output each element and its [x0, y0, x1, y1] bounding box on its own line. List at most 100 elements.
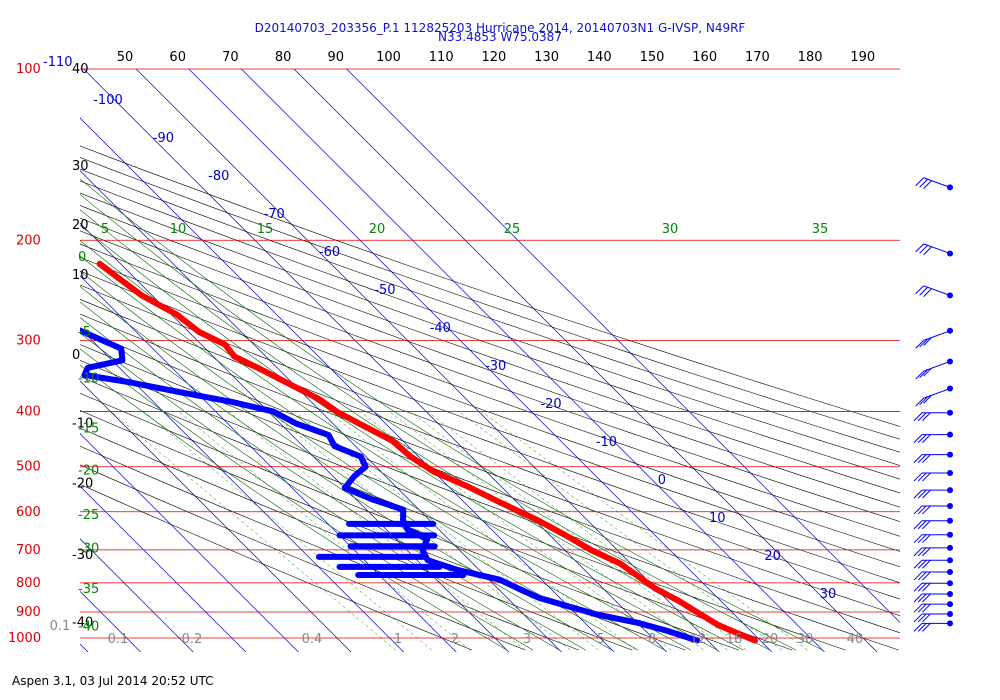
- height-label: -20: [72, 476, 93, 491]
- isotherm-line: [346, 69, 900, 623]
- isotherm-label: -100: [93, 93, 123, 108]
- wind-barb: [913, 613, 950, 623]
- dry-adiabat-line: [80, 205, 900, 494]
- isotherm-line: [293, 69, 878, 652]
- top-label: 170: [745, 50, 770, 65]
- top-label: 130: [534, 50, 559, 65]
- mixing-ratio-line: [178, 411, 471, 651]
- mixing-ratio-label: 3: [523, 632, 531, 647]
- dry-adiabat-line: [80, 360, 846, 651]
- dry-adiabat-line: [80, 410, 686, 651]
- wind-barb: [913, 571, 950, 581]
- top-label: 160: [692, 50, 717, 65]
- dry-adiabat-line: [80, 180, 900, 466]
- dry-adiabat-line: [80, 427, 633, 651]
- isotherm-line: [80, 275, 457, 652]
- wind-barb: [913, 622, 950, 632]
- wind-barb: [913, 489, 950, 499]
- height-label: 0: [72, 348, 80, 363]
- mixing-ratio-label: 20: [762, 632, 779, 647]
- dewpoint-profile: [80, 327, 701, 644]
- mixing-ratio-label: 30: [797, 632, 814, 647]
- wind-barbs: [913, 177, 953, 632]
- moist-label: 10: [170, 222, 187, 237]
- mixing-ratio-label: 40: [847, 632, 864, 647]
- wind-barb: [915, 285, 951, 298]
- isotherm-label: -80: [208, 169, 229, 184]
- isobars: [80, 68, 900, 639]
- dry-adiabat-line: [80, 313, 900, 617]
- theta-label: -10: [78, 372, 99, 387]
- theta-label: -5: [78, 325, 91, 340]
- mixing-ratio-label: 5: [597, 632, 605, 647]
- top-label: 70: [222, 50, 239, 65]
- theta-label: -40: [78, 620, 99, 635]
- wind-barb: [915, 388, 951, 407]
- dry-adiabat-line: [80, 168, 900, 453]
- pressure-label: 200: [16, 233, 41, 248]
- wind-barb: [913, 534, 950, 544]
- moist-label: 30: [662, 222, 679, 237]
- top-label: 80: [275, 50, 292, 65]
- dry-adiabat-line: [80, 328, 900, 634]
- theta-label: -20: [78, 464, 99, 479]
- dry-adiabat-line: [80, 217, 900, 508]
- chart-title-line2: N33.4853 W75.0387: [438, 30, 562, 44]
- mixing-ratio-line: [410, 411, 728, 651]
- mixing-ratio-top-label: 0.1: [50, 619, 71, 634]
- dry-adiabat-line: [80, 483, 473, 651]
- mixing-ratio-line: [294, 411, 599, 651]
- theta-label: -35: [78, 582, 99, 597]
- isotherm-label: -30: [485, 359, 506, 374]
- wind-barb: [913, 603, 950, 613]
- mixing-ratio-line: [427, 411, 747, 651]
- height-label: 10: [72, 268, 89, 283]
- height-label: -40: [72, 616, 93, 631]
- moist-label: 20: [369, 222, 386, 237]
- footer-version: Aspen 3.1, 03 Jul 2014 20:52 UTC: [12, 674, 214, 688]
- dry-adiabat-line: [80, 299, 900, 600]
- top-label: 50: [117, 50, 134, 65]
- mixing-ratio-line: [269, 411, 571, 651]
- height-label: 40: [72, 62, 89, 77]
- isotherm-label: 0: [658, 473, 666, 488]
- pressure-label: 1000: [8, 631, 41, 646]
- top-label: 100: [376, 50, 401, 65]
- temperature-profile: [96, 260, 758, 644]
- pressure-label: 900: [16, 605, 41, 620]
- wind-barb: [913, 559, 950, 569]
- mixing-ratio-line: [458, 411, 782, 651]
- mixing-ratio-line: [389, 411, 704, 651]
- isotherm-line: [0, 0, 45, 662]
- dry-adiabat-line: [80, 145, 900, 427]
- dry-adiabat-line: [80, 464, 526, 651]
- height-label: 20: [72, 218, 89, 233]
- height-label: -30: [72, 548, 93, 563]
- mixing-ratio-line: [143, 411, 432, 651]
- isotherm-line: [80, 380, 352, 652]
- top-label: 90: [328, 50, 345, 65]
- mixing-ratio-line: [228, 411, 526, 651]
- isotherm-label: -60: [319, 245, 340, 260]
- height-label: 30: [72, 159, 89, 174]
- dry-adiabat-line: [80, 243, 900, 537]
- mixing-ratio-label: 16: [726, 632, 743, 647]
- dry-adiabat-line: [80, 257, 900, 552]
- isotherm-line: [83, 69, 668, 652]
- pressure-label: 700: [16, 543, 41, 558]
- pressure-label: 300: [16, 333, 41, 348]
- wind-barb: [913, 547, 950, 557]
- isotherm-label: 10: [709, 511, 726, 526]
- mixing-ratio-line: [481, 411, 808, 651]
- profiles: [80, 260, 758, 644]
- wind-barb: [913, 434, 950, 444]
- moist-label: 15: [257, 222, 274, 237]
- top-first-label: -110: [43, 55, 73, 70]
- top-label: 120: [481, 50, 506, 65]
- theta-label: -15: [78, 421, 99, 436]
- pressure-label: 100: [16, 62, 41, 77]
- theta-label: -30: [78, 541, 99, 556]
- isotherm-label: -20: [540, 397, 561, 412]
- mixing-ratio-label: 8: [648, 632, 656, 647]
